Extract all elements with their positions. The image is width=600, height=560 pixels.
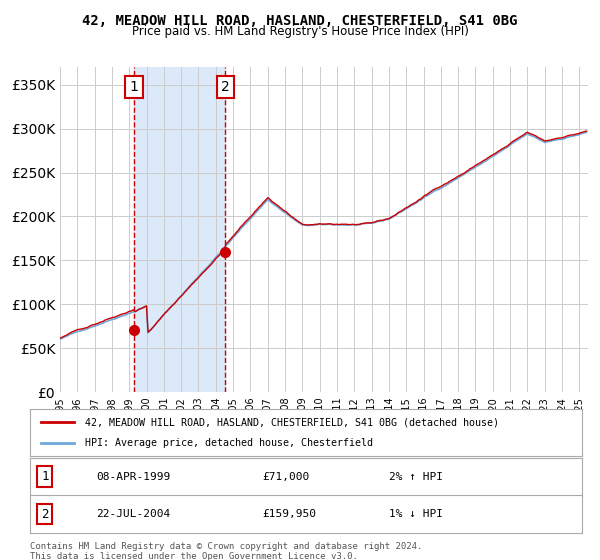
Text: Contains HM Land Registry data © Crown copyright and database right 2024.
This d: Contains HM Land Registry data © Crown c… (30, 542, 422, 560)
Text: 1: 1 (130, 80, 139, 94)
Text: 2% ↑ HPI: 2% ↑ HPI (389, 472, 443, 482)
Text: 2: 2 (221, 80, 230, 94)
Text: 2: 2 (41, 507, 49, 521)
Bar (134, 67, 226, 392)
Text: 1: 1 (41, 470, 49, 483)
Text: HPI: Average price, detached house, Chesterfield: HPI: Average price, detached house, Ches… (85, 438, 373, 448)
Text: 22-JUL-2004: 22-JUL-2004 (96, 509, 170, 519)
Text: Price paid vs. HM Land Registry's House Price Index (HPI): Price paid vs. HM Land Registry's House … (131, 25, 469, 38)
Text: £71,000: £71,000 (262, 472, 309, 482)
Text: 42, MEADOW HILL ROAD, HASLAND, CHESTERFIELD, S41 0BG: 42, MEADOW HILL ROAD, HASLAND, CHESTERFI… (82, 14, 518, 28)
Text: £159,950: £159,950 (262, 509, 316, 519)
Text: 42, MEADOW HILL ROAD, HASLAND, CHESTERFIELD, S41 0BG (detached house): 42, MEADOW HILL ROAD, HASLAND, CHESTERFI… (85, 417, 499, 427)
Text: 1% ↓ HPI: 1% ↓ HPI (389, 509, 443, 519)
Text: 08-APR-1999: 08-APR-1999 (96, 472, 170, 482)
